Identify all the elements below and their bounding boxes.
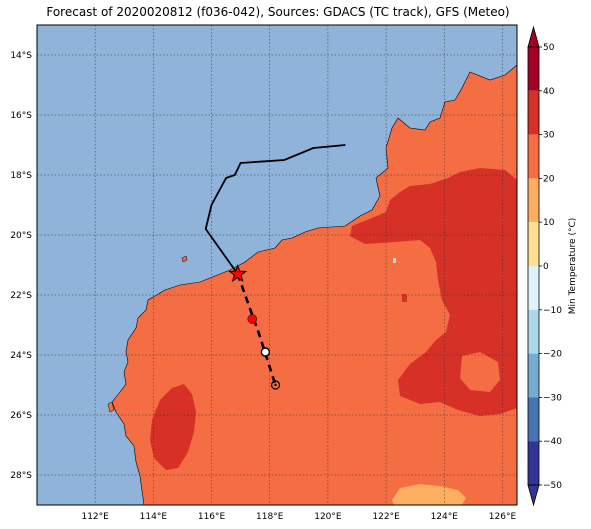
colorbar-min-extend [527, 484, 540, 507]
colorbar-tick-label: 20 [543, 174, 555, 184]
lat-tick-label: 24°S [10, 351, 32, 361]
colorbar-tick-label: −10 [543, 306, 562, 316]
lon-tick-label: 124°E [431, 512, 459, 522]
lat-tick-label: 20°S [10, 231, 32, 241]
track-forecast-line [236, 273, 277, 386]
lat-tick-label: 22°S [10, 291, 32, 301]
colorbar-block [528, 397, 539, 442]
lon-tick-label: 118°E [256, 512, 284, 522]
colorbar-tick-label: 0 [543, 262, 549, 272]
current-position-star-icon [228, 264, 248, 283]
hot-patch-east [460, 352, 500, 392]
chart-title: Forecast of 2020020812 (f036-042), Sourc… [46, 5, 510, 19]
hot-region-southwest [150, 384, 196, 470]
lon-tick-label: 126°E [489, 512, 517, 522]
lon-tick-label: 112°E [81, 512, 109, 522]
colorbar-tick-label: 10 [543, 218, 555, 228]
warm-region-south [392, 484, 466, 505]
colorbar-max-extend [527, 25, 540, 48]
colorbar-tick-label: −30 [543, 393, 562, 403]
colorbar-tick-label: −20 [543, 350, 562, 360]
lat-tick-label: 28°S [10, 471, 32, 481]
colorbar-block [528, 134, 539, 179]
colorbar-tick-label: 40 [543, 87, 555, 97]
lon-tick-label: 116°E [198, 512, 226, 522]
colorbar-block [528, 266, 539, 310]
lon-tick-label: 114°E [140, 512, 168, 522]
forecast-position-marker-dot [274, 383, 277, 387]
colorbar-label: Min Temperature (°C) [568, 218, 578, 315]
lon-tick-label: 122°E [372, 512, 400, 522]
lat-tick-label: 16°S [10, 111, 32, 121]
lat-tick-label: 26°S [10, 411, 32, 421]
colorbar-block [528, 178, 539, 223]
island-barrow [181, 255, 188, 263]
colorbar-tick-label: 30 [543, 131, 555, 141]
hot-patch-small [402, 294, 407, 302]
colorbar-tick-label: −40 [543, 437, 562, 447]
lat-tick-label: 14°S [10, 51, 32, 61]
colorbar-block [528, 47, 539, 91]
forecast-position-marker [260, 347, 271, 357]
cool-patch [393, 258, 396, 263]
colorbar-block [528, 90, 539, 135]
colorbar-block [528, 353, 539, 398]
colorbar-tick-label: −50 [543, 481, 562, 491]
lon-tick-label: 120°E [314, 512, 342, 522]
forecast-position-marker [247, 314, 258, 324]
colorbar-block [528, 309, 539, 354]
colorbar-tick-label: 50 [543, 43, 555, 53]
lat-tick-label: 18°S [10, 171, 32, 181]
colorbar-block [528, 222, 539, 266]
track-past-line [204, 144, 346, 275]
island-dirk [107, 401, 115, 413]
forecast-position-marker [270, 380, 281, 390]
colorbar-block [528, 441, 539, 485]
graticule [37, 25, 517, 505]
